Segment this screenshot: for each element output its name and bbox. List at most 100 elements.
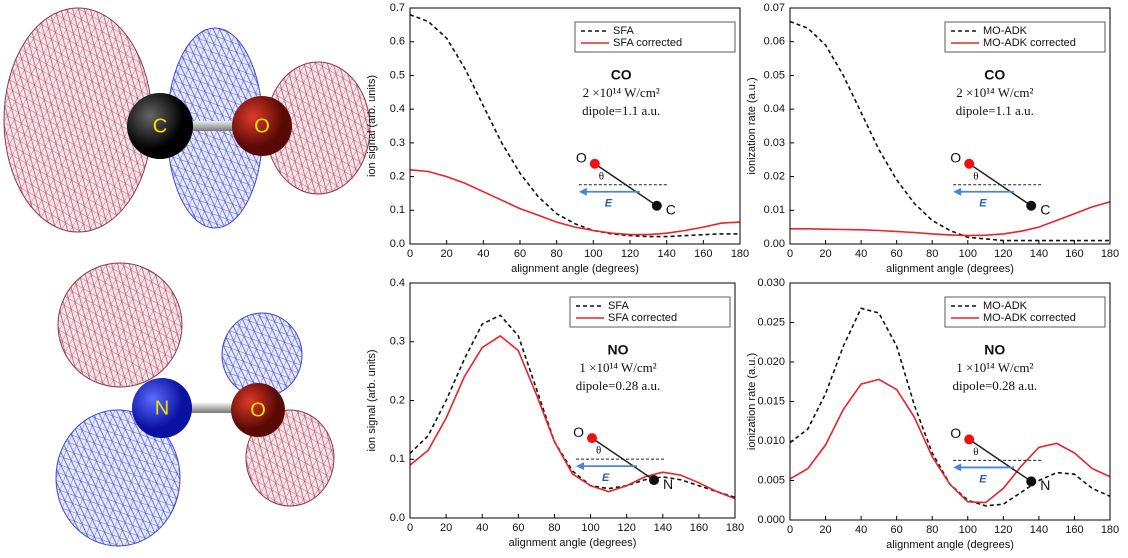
plot-frame	[789, 282, 1111, 521]
legend-label: SFA	[608, 300, 629, 312]
molecule-name: CO	[611, 67, 632, 83]
x-tick-label: 40	[855, 524, 867, 536]
x-tick-label: 160	[1065, 248, 1083, 260]
plot-frame	[409, 282, 736, 519]
inset-atom	[587, 433, 597, 444]
x-tick-label: 40	[477, 248, 489, 260]
co-orbital: C O	[3, 7, 371, 233]
inset-label: E	[979, 198, 987, 210]
annotation: 2 ×10¹⁴ W/cm²	[956, 85, 1033, 100]
y-tick-label: 0.005	[757, 474, 785, 486]
atom-label: N	[155, 397, 169, 419]
inset-label: N	[1040, 477, 1050, 493]
y-tick-label: 0.2	[390, 170, 405, 182]
x-tick-label: 80	[548, 522, 560, 534]
chart-panel: 0.0 0.1 0.2 0.3 0.4 0.5 0.6 0.7 0 20 40 60 80 100 120 1…	[366, 2, 749, 275]
annotation: dipole=0.28 a.u.	[576, 378, 661, 393]
y-tick-label: 0.00	[764, 238, 785, 250]
field-arrowhead	[953, 187, 962, 196]
inset-bond	[594, 163, 658, 207]
annotation: dipole=0.28 a.u.	[952, 378, 1037, 393]
x-tick-label: 60	[891, 248, 903, 260]
y-tick-label: 0.04	[764, 103, 785, 115]
inset-atom	[1026, 476, 1037, 487]
x-tick-label: 60	[514, 248, 526, 260]
x-tick-label: 60	[512, 522, 524, 534]
chart-panel: 0.0 0.1 0.2 0.3 0.4 0 20 40 60 80 100 120 140 160 180 a…	[366, 277, 744, 549]
y-tick-label: 0.2	[390, 394, 405, 406]
x-tick-label: 140	[1030, 524, 1048, 536]
inset-label: O	[576, 149, 587, 165]
x-tick-label: 40	[855, 248, 867, 260]
y-tick-label: 0.4	[390, 103, 405, 115]
legend-box	[944, 21, 1106, 53]
atom-label: O	[254, 115, 270, 137]
inset-bond	[591, 437, 655, 481]
field-arrowhead	[576, 462, 584, 471]
x-tick-label: 0	[787, 524, 793, 536]
x-axis-label: alignment angle (degrees)	[886, 263, 1014, 275]
legend-label: SFA	[613, 25, 634, 37]
annotation: dipole=1.1 a.u.	[582, 103, 660, 118]
x-tick-label: 20	[441, 248, 453, 260]
legend-label: MO-ADK corrected	[983, 37, 1076, 49]
inset-atom	[589, 158, 600, 169]
inset-bond	[968, 438, 1032, 483]
x-tick-label: 140	[654, 522, 672, 534]
x-tick-label: 120	[621, 248, 639, 260]
x-tick-label: 180	[726, 522, 744, 534]
x-tick-label: 80	[551, 248, 563, 260]
molecule-name: NO	[984, 342, 1005, 358]
x-tick-label: 160	[694, 248, 712, 260]
x-tick-label: 120	[994, 248, 1012, 260]
x-tick-label: 0	[407, 522, 413, 534]
inset-atom	[964, 434, 975, 445]
y-tick-label: 0.3	[390, 137, 405, 149]
x-tick-label: 80	[926, 524, 938, 536]
annotation: 2 ×10¹⁴ W/cm²	[583, 85, 660, 100]
inset-label: N	[663, 476, 673, 492]
x-tick-label: 160	[690, 522, 708, 534]
inset-label: C	[1040, 201, 1050, 217]
inset-label: O	[573, 424, 584, 440]
y-tick-label: 0.03	[764, 137, 785, 149]
legend-label: SFA corrected	[613, 37, 682, 49]
x-tick-label: 120	[617, 522, 635, 534]
inset-label: E	[979, 473, 987, 485]
series-line	[789, 307, 1111, 507]
atom-label: O	[250, 399, 266, 421]
series-line	[409, 334, 736, 500]
x-tick-label: 100	[584, 248, 602, 260]
molecule-name: NO	[608, 342, 629, 358]
annotation: 1 ×10¹⁴ W/cm²	[956, 360, 1033, 375]
chart-panel: 0.00 0.01 0.02 0.03 0.04 0.05 0.06 0.07 0 20 40 60 8…	[746, 2, 1119, 275]
y-tick-label: 0.4	[390, 277, 405, 289]
inset-atom	[649, 475, 659, 486]
x-tick-label: 140	[1030, 248, 1048, 260]
y-tick-label: 0.05	[764, 69, 785, 81]
legend-label: MO-ADK	[983, 25, 1028, 37]
inset-label: θ	[596, 445, 601, 457]
x-tick-label: 20	[819, 524, 831, 536]
y-tick-label: 0.010	[757, 435, 785, 447]
y-tick-label: 0.3	[390, 336, 405, 348]
y-tick-label: 0.000	[757, 514, 785, 526]
inset-atom	[651, 200, 662, 211]
series-line	[409, 169, 741, 236]
x-tick-label: 100	[959, 248, 977, 260]
annotation: dipole=1.1 a.u.	[956, 103, 1034, 118]
inset-label: O	[950, 425, 961, 441]
plot-frame	[409, 7, 741, 245]
y-tick-label: 0.5	[390, 69, 405, 81]
y-tick-label: 0.0	[390, 512, 405, 524]
inset-atom	[1026, 200, 1037, 211]
y-tick-label: 0.1	[390, 453, 405, 465]
x-tick-label: 40	[476, 522, 488, 534]
y-axis-label: ion signal (arb. units)	[366, 349, 378, 451]
no-orbital: N O	[55, 262, 335, 547]
x-tick-label: 0	[407, 248, 413, 260]
y-tick-label: 0.07	[764, 2, 785, 14]
x-tick-label: 120	[994, 524, 1012, 536]
inset-label: E	[602, 472, 610, 484]
